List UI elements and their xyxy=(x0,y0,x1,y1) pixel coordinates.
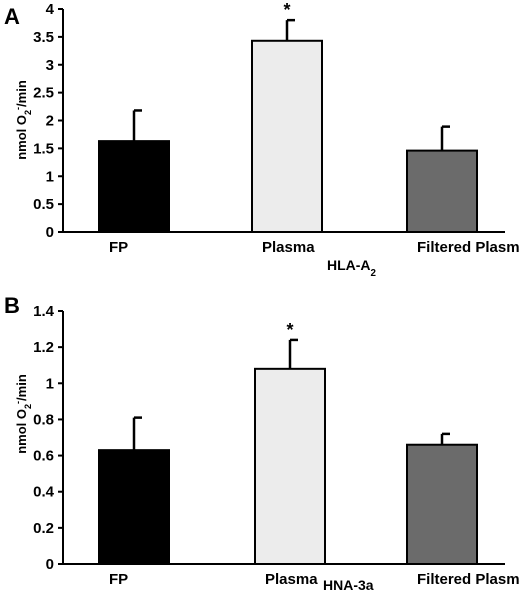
y-tick-label: 3 xyxy=(46,57,54,74)
panel-letter-a: A xyxy=(4,4,20,29)
panel-letter-b: B xyxy=(4,293,20,318)
y-tick-label: 1 xyxy=(46,375,54,392)
y-tick-label: 1.4 xyxy=(33,303,55,320)
category-label: Plasma xyxy=(265,571,318,588)
bar-plasma xyxy=(251,39,323,234)
category-label: Filtered Plasma xyxy=(417,239,520,256)
category-label: Plasma xyxy=(262,239,315,256)
category-label: FP xyxy=(109,239,128,256)
y-tick-label: 1 xyxy=(46,168,54,185)
y-tick-label: 0 xyxy=(46,556,54,573)
bar-fp xyxy=(98,449,170,565)
bar-plasma xyxy=(254,367,326,566)
group-label: HNA-3a xyxy=(323,577,374,593)
y-tick-label: 2 xyxy=(46,113,54,130)
y-tick-label: 0.6 xyxy=(33,448,54,465)
panel-b: B FP * Plasma Filtered Plasma 0 0.2 0.4 0.6 0.8 1… xyxy=(4,293,520,593)
y-tick-label: 1.2 xyxy=(33,339,54,356)
group-label: HLA-A2 xyxy=(327,257,377,279)
category-label: FP xyxy=(109,571,128,588)
y-tick-label: 0.2 xyxy=(33,520,54,537)
y-axis-label: nmol O2-/min xyxy=(13,374,33,454)
bar-filtered-plasma xyxy=(406,443,478,566)
y-tick-label: 0.5 xyxy=(33,196,54,213)
y-tick-label: 4 xyxy=(46,1,55,18)
bar-fp xyxy=(98,140,170,233)
y-axis-label: nmol O2-/min xyxy=(13,80,33,160)
y-tick-label: 0.4 xyxy=(33,484,55,501)
category-label: Filtered Plasma xyxy=(417,571,520,588)
panel-a: A FP * Plasma Filtered Plasma 0 0.5 1 1.5 2 2.5 3 3… xyxy=(4,0,520,278)
y-tick-label: 2.5 xyxy=(33,85,54,102)
y-tick-label: 0.8 xyxy=(33,411,54,428)
y-tick-label: 1.5 xyxy=(33,140,54,157)
significance-marker: * xyxy=(283,0,290,20)
y-tick-label: 0 xyxy=(46,224,54,241)
y-tick-label: 3.5 xyxy=(33,29,54,46)
bar-filtered-plasma xyxy=(406,149,478,233)
significance-marker: * xyxy=(286,320,293,340)
